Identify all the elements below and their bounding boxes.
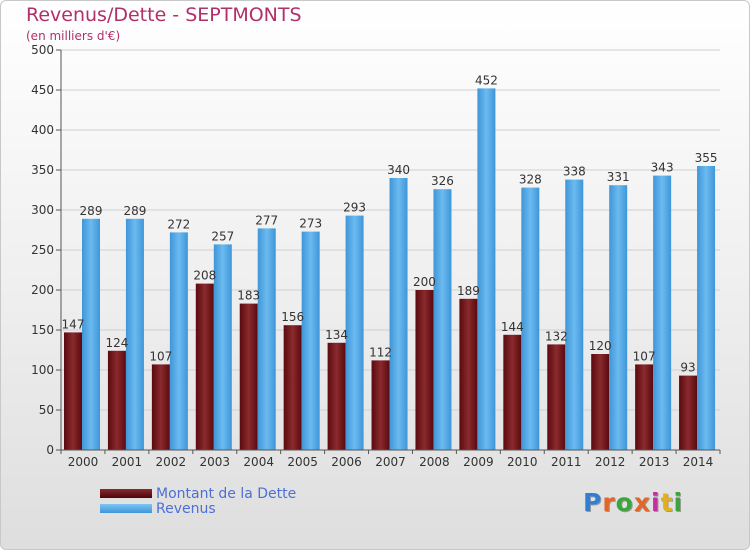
bar-dette [459, 298, 478, 450]
data-label-dette: 93 [680, 361, 695, 375]
bar-dette [327, 342, 346, 450]
bar-dette [371, 360, 390, 450]
data-label-dette: 112 [369, 345, 392, 359]
bar-dette [415, 290, 434, 450]
data-label-dette: 189 [457, 284, 480, 298]
y-tick-label: 300 [31, 203, 54, 217]
data-label-revenus: 289 [123, 204, 146, 218]
data-label-dette: 134 [325, 328, 348, 342]
data-label-revenus: 328 [519, 173, 542, 187]
data-label-revenus: 338 [563, 165, 586, 179]
data-label-dette: 200 [413, 275, 436, 289]
x-tick-label: 2005 [287, 455, 318, 469]
y-tick-label: 450 [31, 83, 54, 97]
data-label-revenus: 273 [299, 217, 322, 231]
legend-item-revenus: Revenus [100, 500, 296, 517]
y-tick-label: 50 [39, 403, 54, 417]
data-label-revenus: 257 [211, 229, 234, 243]
data-label-revenus: 355 [695, 151, 718, 165]
bar-dette [547, 344, 566, 450]
x-tick-label: 2012 [595, 455, 626, 469]
y-tick-label: 100 [31, 363, 54, 377]
y-tick-label: 250 [31, 243, 54, 257]
bar-revenus [213, 244, 232, 450]
bar-revenus [565, 179, 584, 450]
bar-revenus [169, 232, 188, 450]
bar-revenus [257, 228, 276, 450]
legend-label-revenus: Revenus [156, 500, 216, 517]
proxiti-logo: Proxiti [583, 488, 684, 517]
bar-dette [635, 364, 654, 450]
x-tick-label: 2007 [375, 455, 406, 469]
bar-dette [239, 303, 258, 450]
bar-dette [283, 325, 302, 450]
x-tick-label: 2013 [639, 455, 670, 469]
x-tick-label: 2004 [243, 455, 274, 469]
bar-dette [679, 375, 698, 450]
x-tick-label: 2009 [463, 455, 494, 469]
x-tick-label: 2001 [112, 455, 143, 469]
bar-revenus [82, 218, 100, 450]
data-label-revenus: 343 [651, 161, 674, 175]
bar-dette [151, 364, 170, 450]
bar-dette [107, 350, 126, 450]
legend-swatch-revenus [100, 504, 152, 513]
data-label-dette: 107 [149, 349, 172, 363]
y-tick-label: 400 [31, 123, 54, 137]
data-label-revenus: 452 [475, 73, 498, 87]
bar-revenus [609, 185, 628, 450]
x-tick-label: 2003 [199, 455, 230, 469]
bar-dette [64, 332, 82, 450]
data-label-dette: 132 [545, 329, 568, 343]
x-tick-label: 2014 [683, 455, 714, 469]
data-label-dette: 147 [62, 317, 85, 331]
legend-label-dette: Montant de la Dette [156, 485, 297, 502]
data-label-dette: 208 [193, 269, 216, 283]
bar-dette [195, 283, 214, 450]
data-label-dette: 156 [281, 310, 304, 324]
data-label-revenus: 272 [167, 217, 190, 231]
x-tick-label: 2010 [507, 455, 538, 469]
x-tick-label: 2006 [331, 455, 362, 469]
bar-revenus [125, 218, 144, 450]
y-tick-label: 0 [46, 443, 54, 457]
chart-legend: Montant de la Dette Revenus [100, 485, 297, 517]
bar-dette [591, 354, 610, 450]
bar-revenus [653, 175, 672, 450]
data-label-dette: 124 [105, 336, 128, 350]
data-label-revenus: 340 [387, 163, 410, 177]
legend-swatch-dette [100, 489, 152, 498]
data-label-revenus: 326 [431, 174, 454, 188]
x-tick-label: 2008 [419, 455, 450, 469]
y-tick-label: 150 [31, 323, 54, 337]
data-label-revenus: 277 [255, 213, 278, 227]
data-label-dette: 183 [237, 289, 260, 303]
data-label-dette: 120 [589, 339, 612, 353]
data-label-revenus: 331 [607, 170, 630, 184]
x-tick-label: 2011 [551, 455, 582, 469]
y-tick-label: 500 [31, 43, 54, 57]
chart-title: Revenus/Dette - SEPTMONTS [26, 4, 302, 26]
bar-revenus [521, 187, 540, 450]
data-label-dette: 107 [633, 349, 656, 363]
bar-dette [503, 334, 522, 450]
bar-revenus [345, 215, 364, 450]
bar-revenus [389, 178, 408, 450]
data-label-revenus: 289 [80, 204, 103, 218]
x-tick-label: 2002 [156, 455, 187, 469]
legend-item-dette: Montant de la Dette [100, 485, 297, 502]
y-tick-label: 200 [31, 283, 54, 297]
data-label-dette: 144 [501, 320, 524, 334]
y-tick-label: 350 [31, 163, 54, 177]
bar-revenus [697, 166, 716, 450]
x-tick-label: 2000 [68, 455, 99, 469]
bar-revenus [433, 189, 452, 450]
bar-revenus [477, 88, 496, 451]
chart-subtitle: (en milliers d'€) [26, 29, 121, 43]
data-label-revenus: 293 [343, 201, 366, 215]
bar-revenus [301, 231, 320, 450]
